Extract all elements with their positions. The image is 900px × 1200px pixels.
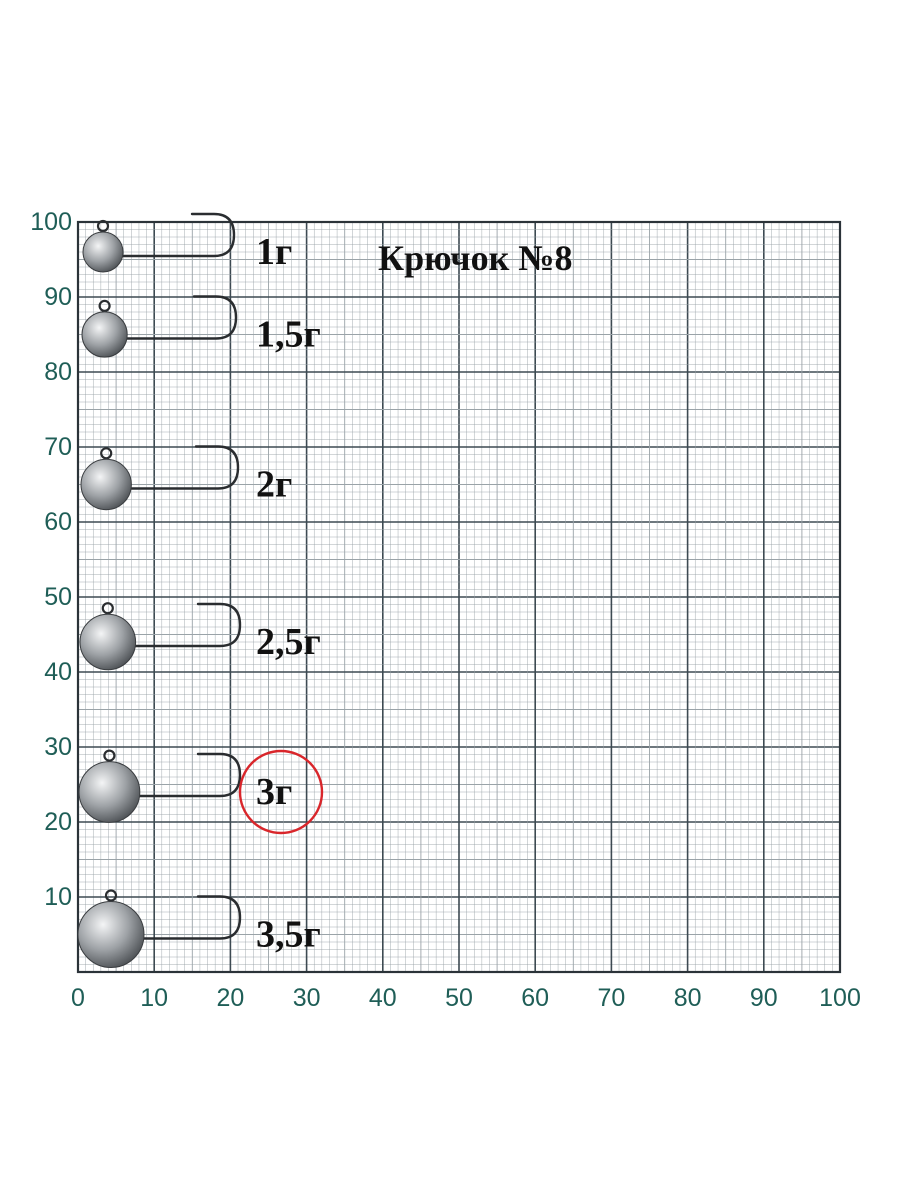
weight-label: 3,5г xyxy=(256,914,321,956)
y-tick-label: 90 xyxy=(44,283,72,311)
weight-label: 1г xyxy=(256,231,292,273)
line-eye xyxy=(103,749,116,762)
jig-head-5: 3г xyxy=(78,749,324,835)
jig-head-4: 2,5г xyxy=(79,602,321,671)
y-tick-label: 50 xyxy=(44,583,72,611)
line-eye xyxy=(100,447,113,460)
jig-head-6: 3,5г xyxy=(77,889,321,968)
jig-head-3: 2г xyxy=(80,445,292,511)
weight-label: 2,5г xyxy=(256,621,321,663)
jig-head-2: 1,5г xyxy=(81,295,321,358)
hook-wire xyxy=(105,445,240,490)
hook-wire xyxy=(108,752,242,798)
x-tick-label: 100 xyxy=(819,984,861,1012)
line-eye xyxy=(104,889,118,902)
grid-border xyxy=(76,220,842,974)
hook-wire xyxy=(109,895,242,940)
hook-wire xyxy=(106,602,242,648)
lead-ball xyxy=(77,901,145,968)
x-tick-label: 50 xyxy=(445,984,473,1012)
weight-label: 2г xyxy=(256,464,292,506)
y-tick-label: 80 xyxy=(44,358,72,386)
y-tick-label: 30 xyxy=(44,733,72,761)
y-tick-label: 100 xyxy=(30,208,72,236)
x-tick-label: 40 xyxy=(369,984,397,1012)
line-eye xyxy=(98,299,111,312)
weight-label: 3г xyxy=(256,771,292,813)
x-tick-label: 20 xyxy=(216,984,244,1012)
lead-ball xyxy=(81,311,128,358)
x-tick-label: 10 xyxy=(140,984,168,1012)
jig-head-1: 1г xyxy=(82,212,292,273)
hook-wire xyxy=(101,212,236,258)
lead-ball xyxy=(78,761,141,823)
x-tick-label: 60 xyxy=(521,984,549,1012)
axis-labels: 0 10 20 30 40 50 60 70 80 90 100 100 90 80 70 60 50 40 30 2… xyxy=(30,208,861,1012)
x-tick-label: 90 xyxy=(750,984,778,1012)
x-tick-label: 80 xyxy=(674,984,702,1012)
hook-size-title: Крючок №8 xyxy=(378,238,572,278)
y-tick-label: 10 xyxy=(44,883,72,911)
y-tick-label: 60 xyxy=(44,508,72,536)
line-eye xyxy=(101,602,114,615)
millimeter-grid xyxy=(76,220,842,974)
highlight-circle xyxy=(238,749,324,835)
hook-wire xyxy=(103,295,238,340)
y-tick-label: 40 xyxy=(44,658,72,686)
lead-ball xyxy=(80,458,132,511)
weight-label: 1,5г xyxy=(256,314,321,356)
x-tick-label: 70 xyxy=(597,984,625,1012)
jig-heads: 1г 1,5г 2г 2,5г 3г 3,5г xyxy=(77,212,324,968)
x-tick-label: 30 xyxy=(293,984,321,1012)
x-tick-label: 0 xyxy=(71,984,85,1012)
y-tick-label: 70 xyxy=(44,433,72,461)
line-eye xyxy=(96,219,110,233)
lead-ball xyxy=(79,613,137,671)
lead-ball xyxy=(82,231,124,273)
y-tick-label: 20 xyxy=(44,808,72,836)
